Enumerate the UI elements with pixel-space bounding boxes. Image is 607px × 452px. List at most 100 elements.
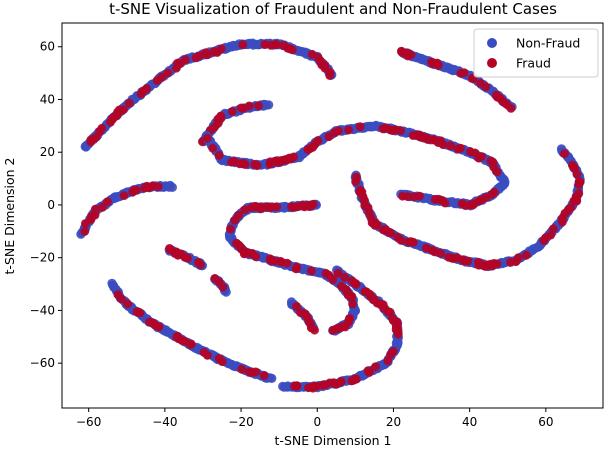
fraud-point (481, 82, 491, 92)
fraud-point (328, 275, 338, 285)
fraud-point (371, 362, 380, 372)
fraud-point (348, 299, 357, 309)
fraud-point (463, 256, 473, 266)
fraud-point (251, 367, 261, 377)
fraud-point (124, 98, 134, 108)
fraud-point (310, 325, 319, 335)
fraud-point (247, 203, 257, 212)
fraud-point (202, 133, 212, 143)
fraud-point (226, 224, 235, 234)
x-tick-label: 0 (313, 415, 321, 429)
fraud-point (271, 39, 281, 49)
fraud-point (456, 143, 465, 153)
fraud-point (218, 282, 228, 292)
fraud-point (566, 203, 576, 213)
fraud-point (214, 150, 224, 160)
fraud-point (513, 253, 523, 263)
fraud-point (227, 107, 237, 116)
y-tick-label: 20 (40, 145, 55, 159)
fraud-point (492, 167, 502, 177)
legend-marker-non-fraud (487, 38, 497, 48)
x-tick-label: −40 (152, 415, 177, 429)
fraud-point (123, 299, 133, 309)
non-fraud-point (500, 179, 510, 189)
fraud-point (409, 237, 418, 247)
fraud-point (119, 191, 129, 201)
fraud-point (216, 111, 226, 121)
fraud-point (202, 50, 212, 60)
fraud-point (157, 72, 167, 82)
fraud-point (568, 160, 577, 170)
fraud-point (336, 377, 346, 387)
fraud-point (389, 346, 398, 356)
fraud-point (186, 339, 196, 349)
y-tick-label: −20 (30, 251, 55, 265)
fraud-point (237, 364, 247, 374)
y-axis-label: t-SNE Dimension 2 (2, 158, 17, 275)
fraud-point (292, 381, 302, 391)
fraud-point (307, 266, 316, 276)
fraud-point (344, 125, 353, 135)
legend-box (473, 28, 599, 78)
fraud-point (560, 149, 569, 159)
x-axis-label: t-SNE Dimension 1 (275, 433, 392, 448)
x-tick-label: −20 (228, 415, 253, 429)
fraud-point (282, 258, 292, 268)
fraud-point (142, 84, 152, 93)
fraud-point (135, 308, 145, 318)
fraud-point (80, 227, 90, 236)
fraud-point (575, 177, 585, 187)
fraud-point (154, 322, 164, 332)
fraud-point (446, 141, 455, 151)
fraud-point (548, 224, 558, 234)
fraud-point (492, 259, 502, 269)
fraud-point (292, 262, 302, 272)
fraud-point (386, 228, 395, 238)
fraud-point (438, 140, 448, 150)
fraud-point (181, 55, 190, 65)
fraud-point (574, 189, 584, 198)
fraud-point (238, 40, 248, 50)
fraud-point (415, 191, 424, 201)
fraud-point (489, 187, 499, 197)
fraud-point (287, 45, 297, 55)
fraud-point (340, 273, 350, 282)
fraud-point (251, 252, 261, 262)
non-fraud-point (264, 100, 274, 110)
fraud-point (436, 249, 446, 258)
fraud-point (313, 136, 323, 146)
data-points (76, 38, 585, 393)
fraud-point (334, 126, 343, 136)
fraud-point (355, 122, 365, 131)
fraud-point (131, 185, 141, 195)
fraud-point (91, 204, 100, 214)
fraud-point (328, 325, 338, 335)
fraud-point (259, 371, 269, 380)
legend-marker-fraud (487, 58, 497, 68)
fraud-point (289, 152, 299, 162)
fraud-point (506, 104, 516, 113)
legend: Non-Fraud Fraud (473, 28, 599, 78)
fraud-point (351, 177, 360, 187)
non-fraud-point (267, 373, 277, 383)
fraud-point (230, 215, 240, 225)
fraud-point (183, 253, 193, 263)
fraud-point (360, 287, 370, 296)
fraud-point (119, 105, 128, 115)
fraud-point (477, 152, 486, 161)
fraud-point (97, 123, 107, 133)
fraud-point (325, 71, 335, 80)
plot-frame (61, 22, 604, 409)
fraud-point (406, 50, 416, 60)
fraud-point (396, 126, 405, 135)
fraud-point (347, 292, 357, 301)
x-axis-ticks: −60 −40 −20 0 20 40 60 (76, 408, 553, 429)
y-tick-label: −40 (30, 303, 55, 317)
fraud-point (396, 236, 406, 245)
fraud-point (292, 302, 301, 311)
fraud-point (244, 101, 254, 111)
fraud-point (240, 205, 250, 215)
non-fraud-point (167, 182, 177, 192)
fraud-point (217, 357, 227, 366)
